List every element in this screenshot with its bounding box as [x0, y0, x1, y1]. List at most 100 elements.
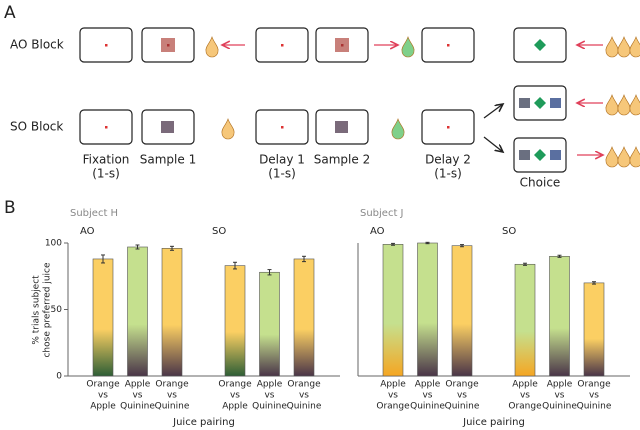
- x-tick-label: Quinine: [445, 402, 480, 412]
- bar: [418, 243, 438, 376]
- x-tick-label: vs: [589, 391, 599, 401]
- y-tick-label: 0: [56, 372, 62, 382]
- block-label: SO Block: [10, 120, 63, 134]
- x-tick-label: vs: [299, 391, 309, 401]
- fixation-dot: [105, 44, 108, 47]
- x-tick-label: Quinine: [252, 402, 287, 412]
- group-label: SO: [502, 226, 516, 237]
- x-tick-label: Apple: [90, 402, 116, 412]
- x-tick-label: vs: [457, 391, 467, 401]
- x-tick-label: Quinine: [577, 402, 612, 412]
- x-tick-label: Orange: [155, 380, 189, 390]
- x-axis-label: Juice pairing: [172, 417, 235, 428]
- group-label: AO: [370, 226, 385, 237]
- bar: [550, 256, 570, 376]
- bar: [584, 283, 604, 376]
- x-tick-label: vs: [264, 391, 274, 401]
- x-tick-label: Apple: [125, 380, 151, 390]
- x-tick-label: Quinine: [287, 402, 322, 412]
- task-diagram: [80, 28, 640, 172]
- x-tick-label: Apple: [257, 380, 283, 390]
- fixation-dot: [105, 126, 108, 129]
- y-tick-label: 100: [45, 239, 62, 249]
- step-label: Fixation: [83, 153, 130, 167]
- juice-drop: [222, 119, 234, 139]
- panel-label: B: [4, 198, 16, 218]
- bar: [515, 264, 535, 376]
- x-tick-label: Quinine: [542, 402, 577, 412]
- x-tick-label: Orange: [508, 402, 542, 412]
- step-label: Choice: [520, 176, 561, 190]
- bar: [93, 259, 113, 376]
- juice-drop: [606, 95, 618, 115]
- bar: [128, 247, 148, 376]
- juice-drop: [402, 37, 414, 57]
- fixation-dot: [281, 44, 284, 47]
- sample-image: [161, 121, 174, 133]
- arrow: [484, 137, 503, 152]
- x-tick-label: Apple: [512, 380, 538, 390]
- fixation-dot: [447, 44, 450, 47]
- step-label: Sample 2: [314, 153, 370, 167]
- x-tick-label: Quinine: [410, 402, 445, 412]
- x-tick-label: vs: [554, 391, 564, 401]
- juice-drop: [630, 147, 640, 167]
- x-tick-label: Orange: [376, 402, 410, 412]
- x-tick-label: Apple: [547, 380, 573, 390]
- juice-drop: [606, 37, 618, 57]
- bar: [260, 272, 280, 376]
- juice-drop: [630, 37, 640, 57]
- choice-image: [519, 150, 530, 160]
- bar: [383, 244, 403, 376]
- x-tick-label: vs: [132, 391, 142, 401]
- juice-drop: [618, 147, 630, 167]
- x-tick-label: Orange: [218, 380, 252, 390]
- bar: [162, 248, 182, 376]
- step-label: Sample 1: [140, 153, 196, 167]
- juice-drop: [206, 37, 218, 57]
- choice-image: [519, 98, 530, 108]
- x-tick-label: Orange: [577, 380, 611, 390]
- group-label: AO: [80, 226, 95, 237]
- juice-drop: [606, 147, 618, 167]
- chart-title: Subject H: [70, 208, 118, 219]
- arrow: [484, 104, 503, 118]
- bar: [225, 266, 245, 376]
- fixation-dot: [447, 126, 450, 129]
- x-tick-label: Orange: [445, 380, 479, 390]
- x-tick-label: vs: [520, 391, 530, 401]
- step-duration: (1-s): [268, 167, 296, 181]
- x-tick-label: Apple: [380, 380, 406, 390]
- step-duration: (1-s): [92, 167, 120, 181]
- y-axis-label: % trials subject: [32, 275, 42, 345]
- fixation-dot: [167, 44, 170, 47]
- x-tick-label: vs: [230, 391, 240, 401]
- step-label: Delay 1: [259, 153, 305, 167]
- x-tick-label: Quinine: [120, 402, 155, 412]
- x-tick-label: vs: [422, 391, 432, 401]
- x-tick-label: vs: [388, 391, 398, 401]
- juice-drop: [618, 95, 630, 115]
- chart-title: Subject J: [360, 208, 404, 219]
- block-label: AO Block: [10, 38, 64, 52]
- x-tick-label: Apple: [415, 380, 441, 390]
- choice-image: [550, 98, 561, 108]
- sample-image: [335, 121, 348, 133]
- x-tick-label: Apple: [222, 402, 248, 412]
- x-tick-label: Orange: [86, 380, 120, 390]
- step-duration: (1-s): [434, 167, 462, 181]
- group-label: SO: [212, 226, 226, 237]
- x-tick-label: vs: [98, 391, 108, 401]
- fixation-dot: [341, 44, 344, 47]
- bar: [294, 259, 314, 376]
- x-tick-label: Orange: [287, 380, 321, 390]
- juice-drop: [392, 119, 404, 139]
- juice-drop: [630, 95, 640, 115]
- choice-image: [550, 150, 561, 160]
- step-label: Delay 2: [425, 153, 471, 167]
- bar: [452, 246, 472, 376]
- x-tick-label: Quinine: [155, 402, 190, 412]
- fixation-dot: [281, 126, 284, 129]
- juice-drop: [618, 37, 630, 57]
